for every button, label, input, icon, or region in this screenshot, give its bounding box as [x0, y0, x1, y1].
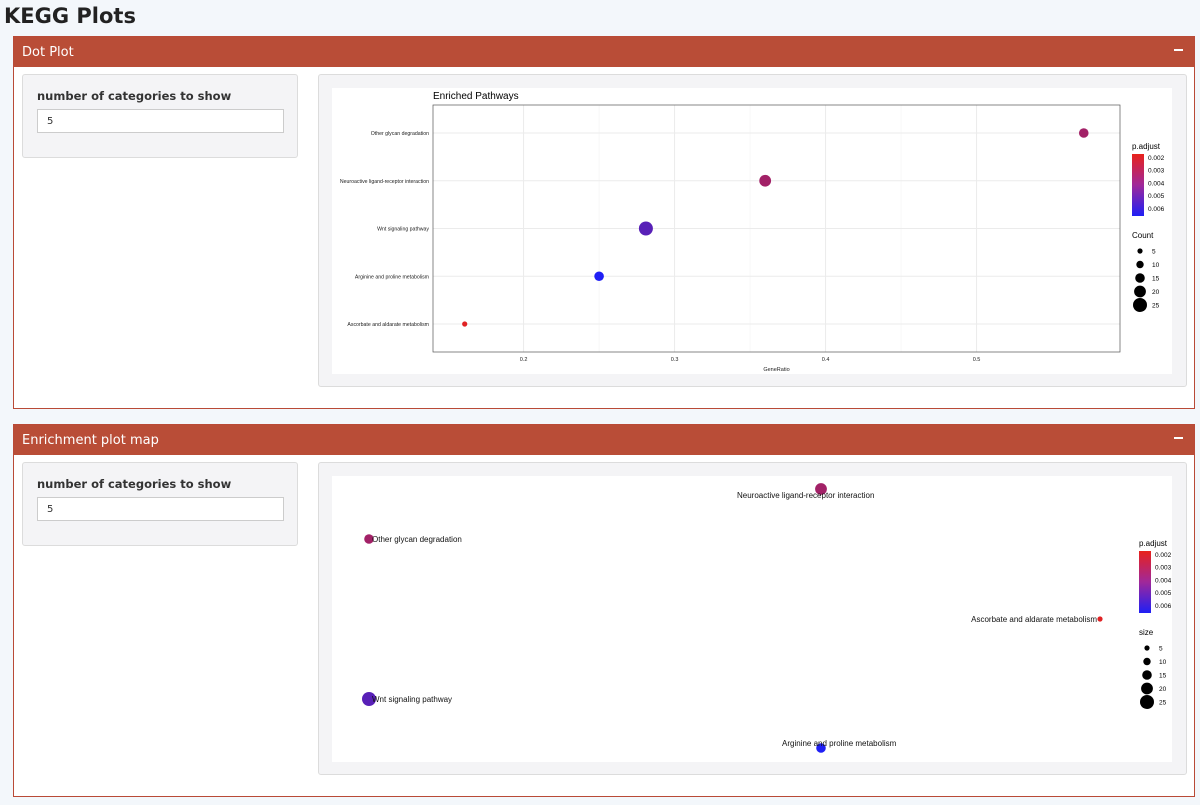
- x-tick-label: 0.4: [822, 357, 830, 363]
- legend-label: 25: [1159, 700, 1167, 707]
- node-label: Wnt signaling pathway: [372, 695, 452, 704]
- legend-label: 20: [1159, 686, 1167, 693]
- minus-icon[interactable]: [1170, 41, 1188, 59]
- network-node: [815, 483, 827, 495]
- network-node: [362, 692, 376, 706]
- page-title: KEGG Plots: [4, 4, 136, 28]
- data-point: [462, 321, 468, 327]
- dot-plot-panel: Dot Plot number of categories to show 5 …: [13, 36, 1195, 409]
- enrichment-map-panel-title: Enrichment plot map: [22, 432, 159, 448]
- legend-title: Count: [1132, 231, 1154, 240]
- categories-input[interactable]: 5: [37, 109, 284, 133]
- legend-label: 0.006: [1148, 206, 1165, 213]
- dot-plot-controls: number of categories to show 5: [22, 74, 298, 158]
- categories-label: number of categories to show: [37, 477, 232, 491]
- data-point: [638, 221, 653, 236]
- enrichment-map-card: Neuroactive ligand-receptor interaction O…: [318, 462, 1187, 775]
- categories-label: number of categories to show: [37, 89, 232, 103]
- legend-label: 0.003: [1148, 168, 1165, 175]
- legend-title: size: [1139, 628, 1154, 637]
- color-scale-bar: [1132, 154, 1144, 216]
- dot-plot-panel-title: Dot Plot: [22, 44, 74, 60]
- legend-label: 0.003: [1155, 565, 1172, 572]
- legend-label: 5: [1152, 249, 1156, 256]
- enrichment-map-chart: Neuroactive ligand-receptor interaction O…: [362, 483, 1172, 753]
- categories-input[interactable]: 5: [37, 497, 284, 521]
- legend-label: 0.004: [1148, 180, 1165, 187]
- color-scale-bar: [1139, 551, 1151, 613]
- node-label: Neuroactive ligand-receptor interaction: [737, 491, 874, 500]
- y-tick-label: Other glycan degradation: [371, 131, 429, 137]
- legend-label: 0.002: [1155, 552, 1172, 559]
- legend-label: 10: [1159, 659, 1167, 666]
- legend-title: p.adjust: [1132, 142, 1161, 151]
- legend-label: 20: [1152, 289, 1160, 296]
- data-point: [759, 174, 772, 187]
- legend-label: 25: [1152, 303, 1160, 310]
- x-tick-label: 0.5: [973, 357, 981, 363]
- node-label: Ascorbate and aldarate metabolism: [971, 615, 1097, 624]
- y-tick-label: Ascorbate and aldarate metabolism: [347, 322, 429, 328]
- y-tick-label: Wnt signaling pathway: [377, 227, 429, 233]
- legend-label: 10: [1152, 262, 1160, 269]
- legend-label: 0.004: [1155, 577, 1172, 584]
- size-legend-dot: [1133, 298, 1147, 312]
- x-tick-label: 0.3: [671, 357, 679, 363]
- x-axis-label: GeneRatio: [763, 367, 789, 373]
- node-label: Arginine and proline metabolism: [782, 739, 897, 748]
- chart-title: Enriched Pathways: [433, 91, 519, 102]
- legend-label: 0.002: [1148, 155, 1165, 162]
- size-legend-dot: [1136, 260, 1144, 269]
- network-node: [364, 534, 374, 544]
- size-legend-dot: [1142, 670, 1152, 680]
- legend-title: p.adjust: [1139, 539, 1168, 548]
- legend-label: 0.005: [1148, 193, 1165, 200]
- categories-input-value: 5: [47, 503, 54, 515]
- legend-label: 15: [1159, 673, 1167, 680]
- network-node: [1097, 616, 1103, 622]
- size-legend-dot: [1140, 695, 1154, 709]
- size-legend-dot: [1137, 248, 1143, 254]
- legend-label: 5: [1159, 646, 1163, 653]
- y-tick-label: Arginine and proline metabolism: [355, 274, 429, 280]
- legend-label: 0.006: [1155, 603, 1172, 610]
- x-tick-label: 0.2: [520, 357, 528, 363]
- legend-label: 15: [1152, 276, 1160, 283]
- dot-plot-card: Enriched Pathways Other glycan degradatio…: [318, 74, 1187, 387]
- size-legend-dot: [1134, 285, 1146, 298]
- data-point: [594, 271, 604, 282]
- size-legend-dot: [1144, 645, 1150, 651]
- minus-icon[interactable]: [1170, 429, 1188, 447]
- node-label: Other glycan degradation: [372, 535, 462, 544]
- categories-input-value: 5: [47, 115, 54, 127]
- legend-label: 0.005: [1155, 590, 1172, 597]
- size-legend-dot: [1135, 273, 1145, 283]
- data-point: [1078, 128, 1089, 138]
- dot-plot-canvas: Enriched Pathways Other glycan degradatio…: [332, 88, 1172, 374]
- size-legend-dot: [1141, 682, 1153, 695]
- plot-border: [432, 104, 1121, 353]
- enrichment-map-panel: Enrichment plot map number of categories…: [13, 424, 1195, 797]
- network-node: [816, 743, 826, 753]
- enrichment-map-controls: number of categories to show 5: [22, 462, 298, 546]
- enrichment-map-canvas: Neuroactive ligand-receptor interaction O…: [332, 476, 1172, 762]
- y-tick-label: Neuroactive ligand-receptor interaction: [340, 179, 429, 185]
- dot-plot-chart: Enriched Pathways Other glycan degradatio…: [340, 91, 1165, 373]
- size-legend-dot: [1143, 657, 1151, 666]
- enrichment-map-panel-header: Enrichment plot map: [14, 425, 1194, 455]
- dot-plot-panel-header: Dot Plot: [14, 37, 1194, 67]
